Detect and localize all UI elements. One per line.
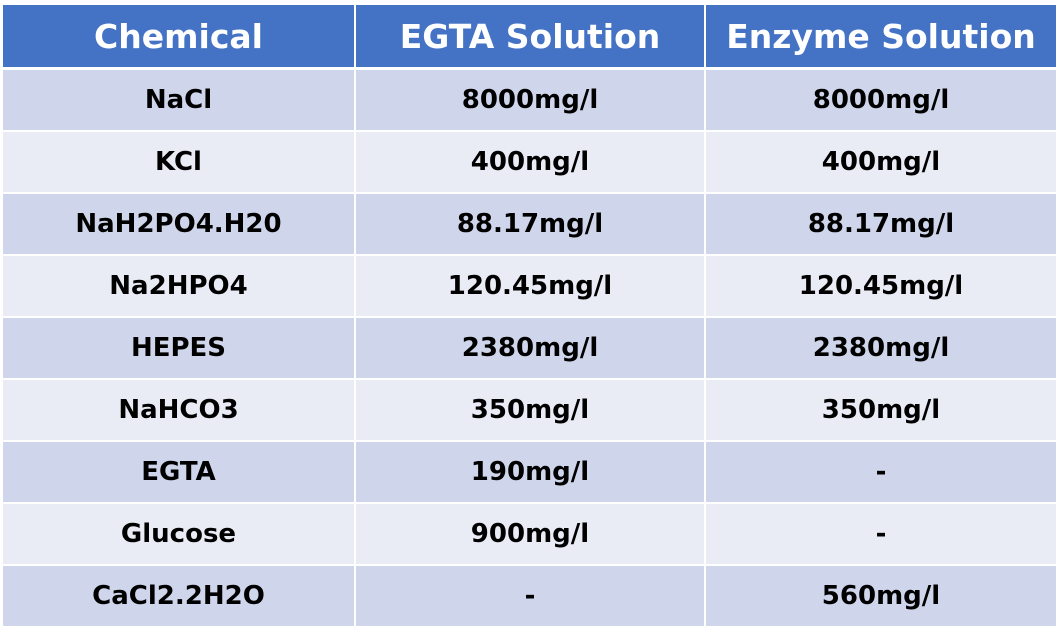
header-enzyme-solution: Enzyme Solution: [705, 5, 1056, 70]
header-row: Chemical EGTA Solution Enzyme Solution: [3, 5, 1056, 70]
egta-value-cell: 2380mg/l: [355, 317, 706, 380]
chemical-name-cell: Glucose: [3, 503, 356, 566]
table-row: HEPES 2380mg/l 2380mg/l: [3, 317, 1056, 380]
chemical-name-cell: NaHCO3: [3, 379, 356, 442]
header-egta-solution: EGTA Solution: [355, 5, 706, 70]
egta-value-cell: 8000mg/l: [355, 68, 706, 132]
chemical-name-cell: EGTA: [3, 441, 356, 504]
chemical-name-cell: CaCl2.2H2O: [3, 565, 356, 628]
table-row: EGTA 190mg/l -: [3, 441, 1056, 504]
egta-value-cell: -: [355, 565, 706, 628]
enzyme-value-cell: -: [705, 441, 1056, 504]
chemical-name-cell: NaH2PO4.H20: [3, 193, 356, 256]
enzyme-value-cell: 350mg/l: [705, 379, 1056, 442]
chemical-composition-table: Chemical EGTA Solution Enzyme Solution N…: [3, 5, 1056, 628]
chemical-name-cell: KCl: [3, 131, 356, 194]
egta-value-cell: 400mg/l: [355, 131, 706, 194]
egta-value-cell: 120.45mg/l: [355, 255, 706, 318]
table-row: NaCl 8000mg/l 8000mg/l: [3, 68, 1056, 132]
header-chemical: Chemical: [3, 5, 356, 70]
enzyme-value-cell: 120.45mg/l: [705, 255, 1056, 318]
chemical-name-cell: NaCl: [3, 68, 356, 132]
egta-value-cell: 900mg/l: [355, 503, 706, 566]
table-row: KCl 400mg/l 400mg/l: [3, 131, 1056, 194]
enzyme-value-cell: 400mg/l: [705, 131, 1056, 194]
enzyme-value-cell: 88.17mg/l: [705, 193, 1056, 256]
egta-value-cell: 88.17mg/l: [355, 193, 706, 256]
table-row: Na2HPO4 120.45mg/l 120.45mg/l: [3, 255, 1056, 318]
egta-value-cell: 190mg/l: [355, 441, 706, 504]
chemical-name-cell: HEPES: [3, 317, 356, 380]
chemical-name-cell: Na2HPO4: [3, 255, 356, 318]
table-row: NaHCO3 350mg/l 350mg/l: [3, 379, 1056, 442]
enzyme-value-cell: 560mg/l: [705, 565, 1056, 628]
chemical-table-container: Chemical EGTA Solution Enzyme Solution N…: [3, 5, 1056, 628]
enzyme-value-cell: 2380mg/l: [705, 317, 1056, 380]
enzyme-value-cell: 8000mg/l: [705, 68, 1056, 132]
enzyme-value-cell: -: [705, 503, 1056, 566]
table-row: CaCl2.2H2O - 560mg/l: [3, 565, 1056, 628]
egta-value-cell: 350mg/l: [355, 379, 706, 442]
table-row: NaH2PO4.H20 88.17mg/l 88.17mg/l: [3, 193, 1056, 256]
table-row: Glucose 900mg/l -: [3, 503, 1056, 566]
